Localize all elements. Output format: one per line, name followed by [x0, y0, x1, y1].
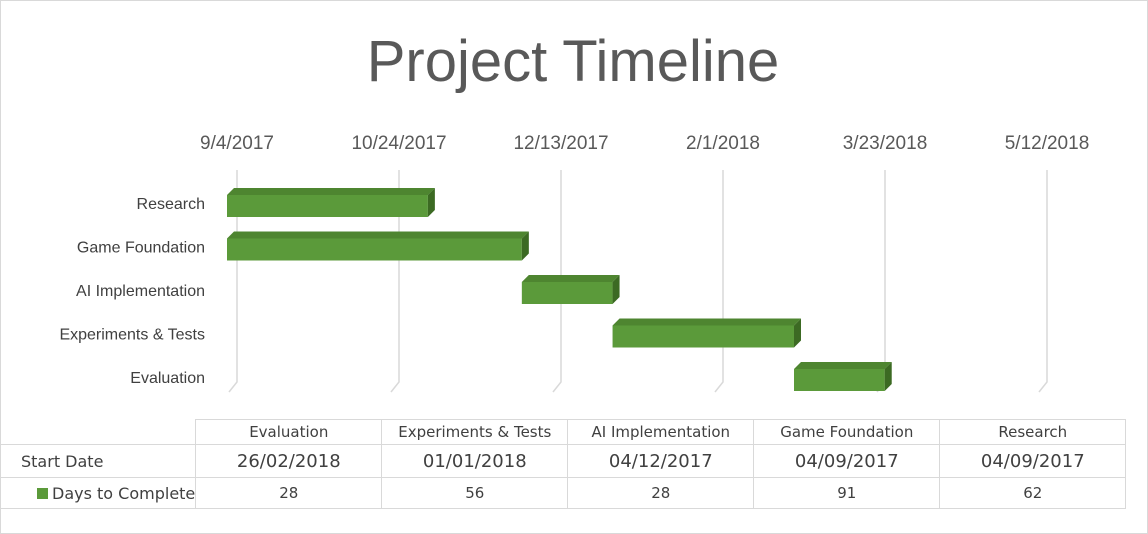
- bar-top: [227, 188, 435, 195]
- task-label: Research: [137, 196, 205, 213]
- gantt-chart: 9/4/2017 10/24/2017 12/13/2017 2/1/2018 3/23…: [59, 133, 1089, 393]
- bar-top: [521, 275, 620, 282]
- start-date-label: Start Date: [0, 444, 197, 478]
- task-labels: Research Game Foundation AI Implementation…: [59, 196, 205, 387]
- table-corner: [0, 419, 196, 445]
- days-cell: 91: [753, 477, 941, 509]
- task-bar: [521, 275, 620, 304]
- x-tick-label: 12/13/2017: [513, 133, 608, 154]
- bar-side: [521, 231, 529, 261]
- days-cell: 62: [939, 477, 1127, 509]
- days-cell: 28: [195, 477, 383, 509]
- grid-line: [1038, 170, 1048, 393]
- x-tick-label: 10/24/2017: [351, 133, 446, 154]
- bar-front: [227, 195, 428, 217]
- grid-line: [714, 170, 724, 393]
- bar-front: [794, 369, 885, 391]
- start-date-cell: 04/12/2017: [567, 444, 755, 478]
- table-col-header: Evaluation: [195, 419, 383, 445]
- grid-line: [876, 170, 886, 393]
- task-bar: [612, 318, 801, 348]
- table-row-days: Days to Complete 28 56 28 91 62: [0, 477, 1127, 509]
- days-label: Days to Complete: [52, 483, 196, 503]
- bar-front: [612, 325, 794, 348]
- task-bar: [227, 188, 435, 217]
- table-col-header: Game Foundation: [753, 419, 941, 445]
- task-label: Evaluation: [130, 370, 205, 387]
- days-cell: 56: [381, 477, 569, 509]
- bar-front: [521, 282, 613, 304]
- x-tick-label: 5/12/2018: [1005, 133, 1090, 154]
- bar-side: [427, 188, 435, 217]
- bar-top: [794, 362, 892, 369]
- task-label: AI Implementation: [76, 283, 205, 300]
- days-cell: 28: [567, 477, 755, 509]
- start-date-cell: 26/02/2018: [195, 444, 383, 478]
- data-table: Evaluation Experiments & Tests AI Implem…: [0, 419, 1127, 509]
- start-date-cell: 01/01/2018: [381, 444, 569, 478]
- x-tick-label: 9/4/2017: [200, 133, 274, 154]
- legend-swatch: [37, 487, 48, 499]
- bar-side: [612, 275, 620, 304]
- task-bars: [227, 188, 892, 391]
- bar-side: [794, 318, 801, 348]
- bar-top: [227, 231, 529, 239]
- x-tick-label: 2/1/2018: [686, 133, 760, 154]
- start-date-cell: 04/09/2017: [753, 444, 941, 478]
- days-label-cell: Days to Complete: [0, 477, 197, 509]
- bar-front: [227, 238, 522, 261]
- bar-side: [884, 362, 892, 391]
- bar-top: [612, 318, 801, 326]
- start-date-cell: 04/09/2017: [939, 444, 1127, 478]
- x-tick-labels: 9/4/2017 10/24/2017 12/13/2017 2/1/2018 3/23…: [200, 133, 1089, 154]
- task-bar: [227, 231, 529, 261]
- task-label: Game Foundation: [77, 240, 205, 257]
- table-col-header: Research: [939, 419, 1127, 445]
- table-col-header: Experiments & Tests: [381, 419, 569, 445]
- task-bar: [794, 362, 892, 391]
- table-col-header: AI Implementation: [567, 419, 755, 445]
- chart-title: Project Timeline: [366, 29, 780, 94]
- table-header-row: Evaluation Experiments & Tests AI Implem…: [0, 419, 1127, 445]
- table-row-start-date: Start Date 26/02/2018 01/01/2018 04/12/2…: [0, 444, 1127, 478]
- task-label: Experiments & Tests: [59, 327, 205, 344]
- grid-line: [552, 170, 562, 393]
- x-tick-label: 3/23/2018: [843, 133, 928, 154]
